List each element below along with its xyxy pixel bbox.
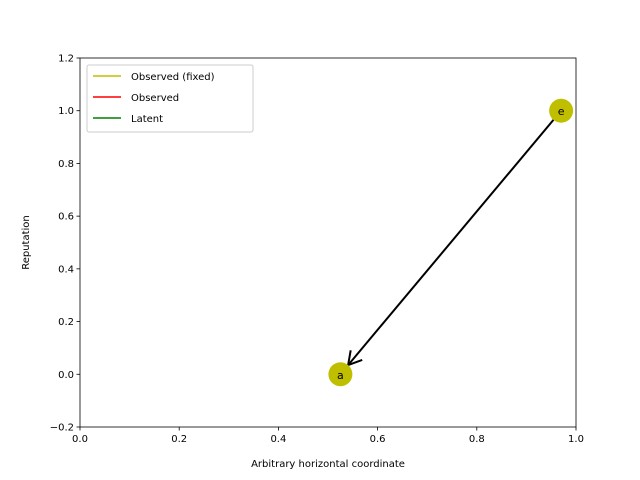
y-tick-label: 0.6 [58, 212, 74, 223]
nodes-layer: ea [328, 98, 574, 387]
node-a: a [328, 362, 353, 387]
x-axis-label: Arbitrary horizontal coordinate [251, 459, 405, 470]
node-label: e [558, 105, 565, 118]
x-axis-ticks: 0.0 0.2 0.4 0.6 0.8 1.0 [72, 427, 584, 445]
x-tick-label: 0.2 [171, 434, 187, 445]
x-tick-label: 0.6 [370, 434, 386, 445]
y-axis-ticks: −0.2 0.0 0.2 0.4 0.6 0.8 1.0 1.2 [50, 54, 80, 434]
y-tick-label: 1.2 [58, 54, 74, 65]
y-tick-label: −0.2 [50, 423, 74, 434]
legend-entry: Latent [93, 114, 163, 125]
y-axis-label: Reputation [21, 215, 32, 270]
legend-label: Latent [131, 114, 163, 125]
y-tick-label: 0.4 [58, 264, 74, 275]
legend-label: Observed (fixed) [131, 72, 215, 83]
x-tick-label: 0.8 [469, 434, 485, 445]
y-tick-label: 0.0 [58, 370, 74, 381]
legend-entry: Observed [93, 93, 179, 104]
x-tick-label: 1.0 [568, 434, 584, 445]
node-circle [328, 362, 353, 387]
plot-frame [79, 57, 577, 428]
legend: Observed (fixed) Observed Latent [86, 64, 254, 133]
edge-line [347, 118, 555, 366]
node-circle [549, 98, 574, 123]
x-tick-label: 0.0 [72, 434, 88, 445]
legend-box [86, 64, 254, 133]
legend-entry: Observed (fixed) [93, 72, 215, 83]
y-tick-label: 1.0 [58, 106, 74, 117]
node-label: a [337, 369, 344, 382]
node-e: e [549, 98, 574, 123]
y-tick-label: 0.2 [58, 317, 74, 328]
y-tick-label: 0.8 [58, 159, 74, 170]
x-tick-label: 0.4 [270, 434, 286, 445]
legend-label: Observed [131, 93, 179, 104]
